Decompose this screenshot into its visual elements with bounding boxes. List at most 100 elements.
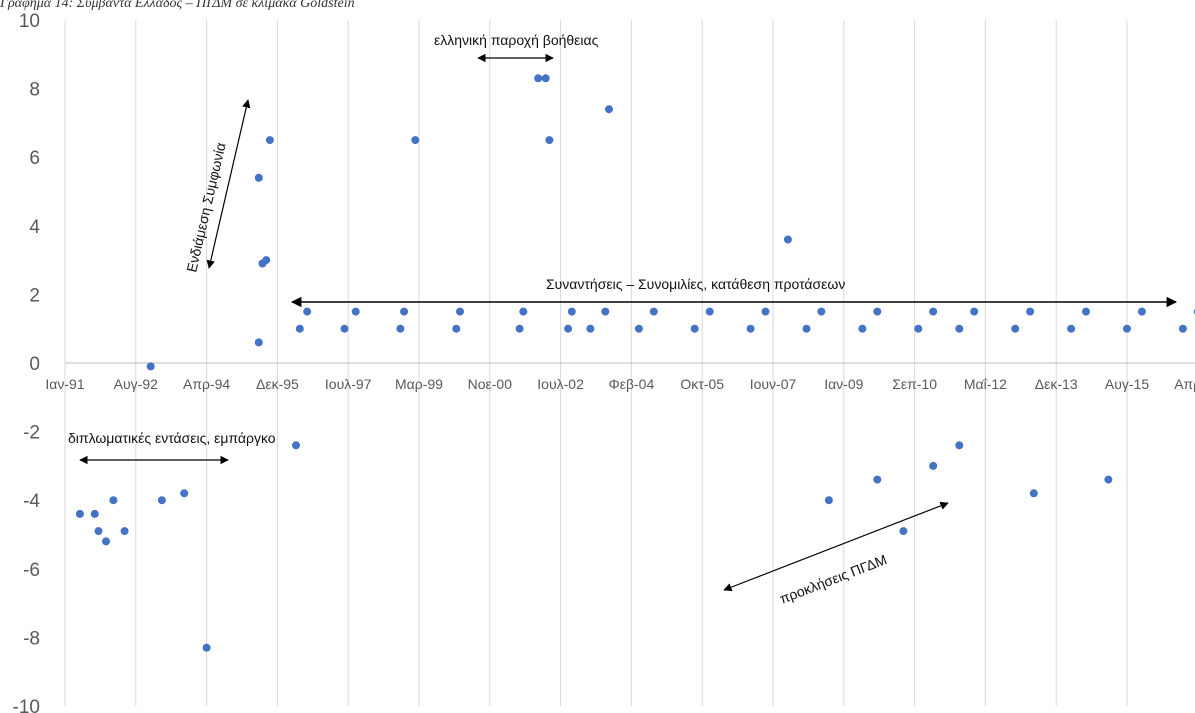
x-tick-label: Αυγ-15	[1105, 376, 1149, 392]
data-point	[541, 74, 550, 83]
x-tick-label: Φεβ-04	[609, 376, 655, 392]
data-point	[180, 489, 189, 498]
data-point	[109, 496, 118, 505]
y-tick-label: -6	[23, 560, 40, 581]
y-tick-label: 8	[29, 80, 40, 101]
data-point	[817, 307, 826, 316]
x-tick-label: Δεκ-13	[1035, 376, 1078, 392]
data-point	[955, 441, 964, 450]
annotation-aid: ελληνική παροχή βοήθειας	[434, 32, 599, 48]
annotations: ελληνική παροχή βοήθειας Ενδιάμεση Συμφω…	[68, 32, 1178, 607]
data-point	[899, 527, 908, 536]
x-tick-label: Οκτ-05	[680, 376, 724, 392]
y-tick-label: 6	[29, 148, 40, 169]
data-point	[94, 527, 103, 536]
data-point	[340, 324, 349, 333]
x-tick-label: Δεκ-95	[256, 376, 299, 392]
y-tick-label: -4	[23, 491, 40, 512]
data-point	[929, 307, 938, 316]
data-point	[265, 136, 274, 145]
x-tick-label: Ιαν-09	[824, 376, 863, 392]
data-point	[102, 537, 110, 546]
data-point	[858, 324, 867, 333]
data-point	[519, 307, 528, 316]
data-point	[295, 324, 304, 333]
x-tick-label: Ιουν-07	[750, 376, 797, 392]
data-point	[605, 105, 613, 114]
annotation-provocations: προκλήσεις ΠΓΔΜ	[777, 551, 889, 607]
data-point	[649, 307, 658, 316]
x-tick-label: Αυγ-92	[114, 376, 158, 392]
data-point	[1137, 307, 1146, 316]
y-tick-label: -8	[23, 628, 40, 649]
data-point	[545, 136, 554, 145]
annotation-provocations-arrow	[723, 501, 949, 592]
data-point	[955, 324, 964, 333]
data-point	[746, 324, 755, 333]
x-tick-label: Μαΐ-12	[964, 376, 1007, 392]
data-point	[586, 324, 595, 333]
data-point	[120, 527, 129, 536]
data-point	[1011, 324, 1020, 333]
data-point	[75, 509, 84, 518]
data-point	[534, 74, 543, 83]
data-point	[1029, 489, 1038, 498]
y-tick-label: -2	[23, 423, 40, 444]
data-point	[351, 307, 360, 316]
x-tick-label: Ιουλ-02	[537, 376, 584, 392]
data-point	[146, 362, 155, 371]
y-tick-label: 2	[29, 285, 40, 306]
data-point	[254, 338, 263, 347]
data-point	[411, 136, 420, 145]
data-point	[1104, 475, 1113, 484]
annotation-meetings: Συναντήσεις – Συνομιλίες, κατάθεση προτά…	[546, 276, 845, 292]
x-axis-ticks: Ιαν-91 Αυγ-92 Απρ-94 Δεκ-95 Ιουλ-97 Μαρ-99 Νοε…	[45, 376, 1195, 392]
y-tick-label: -10	[13, 697, 40, 713]
data-point	[567, 307, 576, 316]
data-point	[690, 324, 699, 333]
y-tick-label: 4	[29, 217, 40, 238]
y-tick-label: 0	[29, 354, 40, 375]
data-point	[824, 496, 833, 505]
data-point	[970, 307, 979, 316]
data-point	[761, 307, 770, 316]
data-point	[634, 324, 643, 333]
data-point	[873, 307, 882, 316]
data-point	[456, 307, 464, 316]
data-point	[1067, 324, 1076, 333]
y-tick-label: 10	[19, 11, 40, 32]
data-point	[1026, 307, 1035, 316]
x-tick-label: Νοε-00	[468, 376, 513, 392]
data-point	[1178, 324, 1187, 333]
x-tick-label: Ιουλ-97	[325, 376, 372, 392]
x-tick-label: Απρ-17	[1174, 376, 1195, 392]
annotation-interim: Ενδιάμεση Συμφωνία	[183, 141, 228, 274]
data-point	[452, 324, 461, 333]
data-point	[202, 643, 211, 652]
data-point	[705, 307, 714, 316]
data-point	[90, 509, 99, 518]
x-tick-label: Ιαν-91	[45, 376, 84, 392]
data-point	[914, 324, 923, 333]
data-point	[929, 461, 938, 470]
annotation-interim-arrow	[206, 99, 251, 269]
data-point	[515, 324, 524, 333]
data-point	[873, 475, 882, 484]
data-point	[262, 256, 271, 265]
data-point	[157, 496, 166, 505]
data-point	[1082, 307, 1090, 316]
data-point	[303, 307, 312, 316]
annotation-tensions: διπλωματικές εντάσεις, εμπάργκο	[68, 430, 276, 446]
data-point	[564, 324, 573, 333]
x-tick-label: Μαρ-99	[395, 376, 443, 392]
x-tick-label: Απρ-94	[183, 376, 230, 392]
chart-caption: Γράφημα 14: Σύμβαντα Ελλάδος – ΠΓΔΜ σε κ…	[0, 0, 355, 11]
y-axis-ticks: 10 8 6 4 2 0 -2 -4 -6 -8 -10	[13, 11, 41, 713]
data-point	[802, 324, 811, 333]
data-point	[400, 307, 409, 316]
data-point	[1123, 324, 1131, 333]
data-points	[75, 74, 1195, 652]
x-tick-label: Σεπ-10	[892, 376, 937, 392]
data-point	[396, 324, 405, 333]
